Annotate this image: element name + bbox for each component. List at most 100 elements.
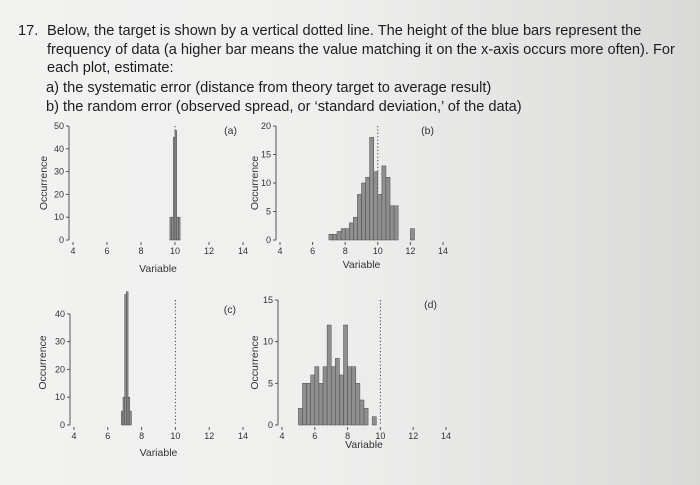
- histogram-bar: [302, 383, 307, 426]
- x-tick-label: 4: [71, 431, 76, 441]
- y-tick-label: 15: [263, 295, 273, 305]
- x-tick-label: 10: [375, 431, 385, 441]
- x-tick-label: 12: [408, 431, 418, 441]
- x-tick-label: 10: [170, 246, 180, 256]
- x-axis-label: Variable: [343, 259, 381, 271]
- histogram-bar: [373, 171, 379, 241]
- y-tick-label: 20: [55, 364, 65, 374]
- y-tick-label: 15: [261, 150, 271, 160]
- y-tick-label: 0: [266, 235, 271, 245]
- part-b-text: b) the random error (observed spread, or…: [46, 99, 522, 115]
- y-tick-label: 50: [54, 121, 64, 131]
- histogram-bar: [318, 383, 324, 426]
- histogram-bar: [349, 222, 354, 241]
- histogram-bar: [363, 408, 369, 426]
- histogram-bar: [336, 231, 342, 241]
- x-tick-label: 8: [345, 431, 350, 441]
- y-tick-label: 30: [55, 337, 65, 347]
- x-tick-label: 10: [170, 431, 180, 441]
- y-axis-label: Occurrence: [38, 156, 50, 210]
- x-tick-label: 12: [204, 246, 214, 256]
- y-tick-label: 40: [54, 144, 64, 154]
- x-tick-label: 14: [238, 246, 248, 256]
- histogram-bar: [129, 410, 132, 426]
- x-tick-label: 10: [373, 246, 383, 256]
- histogram-bar: [343, 324, 348, 426]
- histogram-bar: [344, 228, 350, 241]
- histogram-bar: [381, 165, 387, 241]
- histogram-bar: [410, 228, 415, 241]
- histogram-bar: [173, 137, 176, 241]
- histogram-bar: [314, 366, 320, 426]
- histogram-panel: 0 5 10 15 20 4 6 8 10 12 14 (b) Variable Occurrence: [249, 121, 448, 271]
- x-tick-label: 4: [279, 431, 284, 441]
- x-axis-label: Variable: [140, 447, 178, 459]
- x-tick-label: 6: [310, 246, 315, 256]
- y-tick-label: 10: [55, 392, 65, 402]
- histogram-bar: [169, 216, 172, 241]
- histogram-bar: [339, 374, 344, 426]
- histogram-panel: 0 10 20 30 40 4 6 8 10 12 14 (c) Variable Occurrence: [37, 291, 248, 459]
- y-tick-label: 0: [59, 235, 64, 245]
- y-axis-label: Occurrence: [249, 156, 261, 210]
- panel-label: (c): [224, 304, 236, 316]
- histogram-bar: [122, 396, 125, 426]
- y-tick-label: 40: [55, 309, 65, 319]
- y-tick-label: 10: [54, 212, 64, 222]
- histogram-panel: 0 5 10 15 4 6 8 10 12 14 (d) Variable Occurrence: [249, 295, 451, 451]
- question-text: Below, the target is shown by a vertical…: [47, 22, 687, 78]
- histogram-bar: [176, 216, 179, 241]
- histogram-bar: [174, 130, 177, 241]
- panel-label: (b): [421, 125, 434, 137]
- x-tick-label: 12: [204, 431, 214, 441]
- y-axis-label: Occurrence: [249, 335, 261, 389]
- histogram-bar: [326, 324, 332, 426]
- histogram-bar: [322, 366, 328, 426]
- histogram-bar: [306, 383, 311, 426]
- histogram-bar: [369, 137, 374, 241]
- panel-label: (d): [424, 299, 437, 311]
- histogram-bar: [335, 358, 340, 426]
- x-tick-label: 6: [105, 431, 110, 441]
- y-tick-label: 5: [266, 207, 271, 217]
- y-axis-label: Occurrence: [37, 335, 49, 389]
- x-axis-label: Variable: [345, 439, 383, 451]
- x-tick-label: 4: [70, 246, 75, 256]
- x-tick-label: 12: [405, 246, 415, 256]
- x-tick-label: 8: [139, 431, 144, 441]
- y-tick-label: 20: [54, 189, 64, 199]
- histogram-bar: [171, 216, 174, 241]
- x-tick-label: 8: [343, 246, 348, 256]
- y-tick-label: 20: [261, 121, 271, 131]
- question-number: 17.: [18, 23, 39, 39]
- x-tick-label: 6: [104, 246, 109, 256]
- histogram-bar: [310, 374, 316, 426]
- histogram-bar: [359, 399, 365, 426]
- histogram-bar: [371, 416, 377, 426]
- x-tick-label: 14: [238, 431, 248, 441]
- x-tick-label: 6: [312, 431, 317, 441]
- histogram-bar: [124, 294, 127, 426]
- question-line: Below, the target is shown by a vertical…: [47, 23, 642, 39]
- y-tick-label: 10: [261, 178, 271, 188]
- histogram-bar: [127, 396, 131, 426]
- x-tick-label: 14: [438, 246, 448, 256]
- histogram-bar: [330, 366, 336, 426]
- x-tick-label: 4: [277, 246, 282, 256]
- question-line: frequency of data (a higher bar means th…: [47, 41, 675, 58]
- y-tick-label: 0: [268, 420, 273, 430]
- histogram-bar: [347, 366, 352, 426]
- question-line: each plot, estimate:: [47, 60, 174, 76]
- histogram-bar: [178, 216, 181, 241]
- y-tick-label: 5: [268, 378, 273, 388]
- histogram-bar: [298, 408, 303, 426]
- histogram-bar: [377, 194, 383, 241]
- histogram-bar: [340, 228, 346, 241]
- histogram-bar: [121, 410, 124, 426]
- histogram-bar: [355, 383, 361, 426]
- histogram-panel: 0 10 20 30 40 50 4 6 8 10 12 14 (a) Variable Occurrenc…: [38, 121, 248, 275]
- histogram-bar: [126, 291, 129, 426]
- histogram-bar: [389, 205, 395, 241]
- histogram-bar: [385, 177, 391, 241]
